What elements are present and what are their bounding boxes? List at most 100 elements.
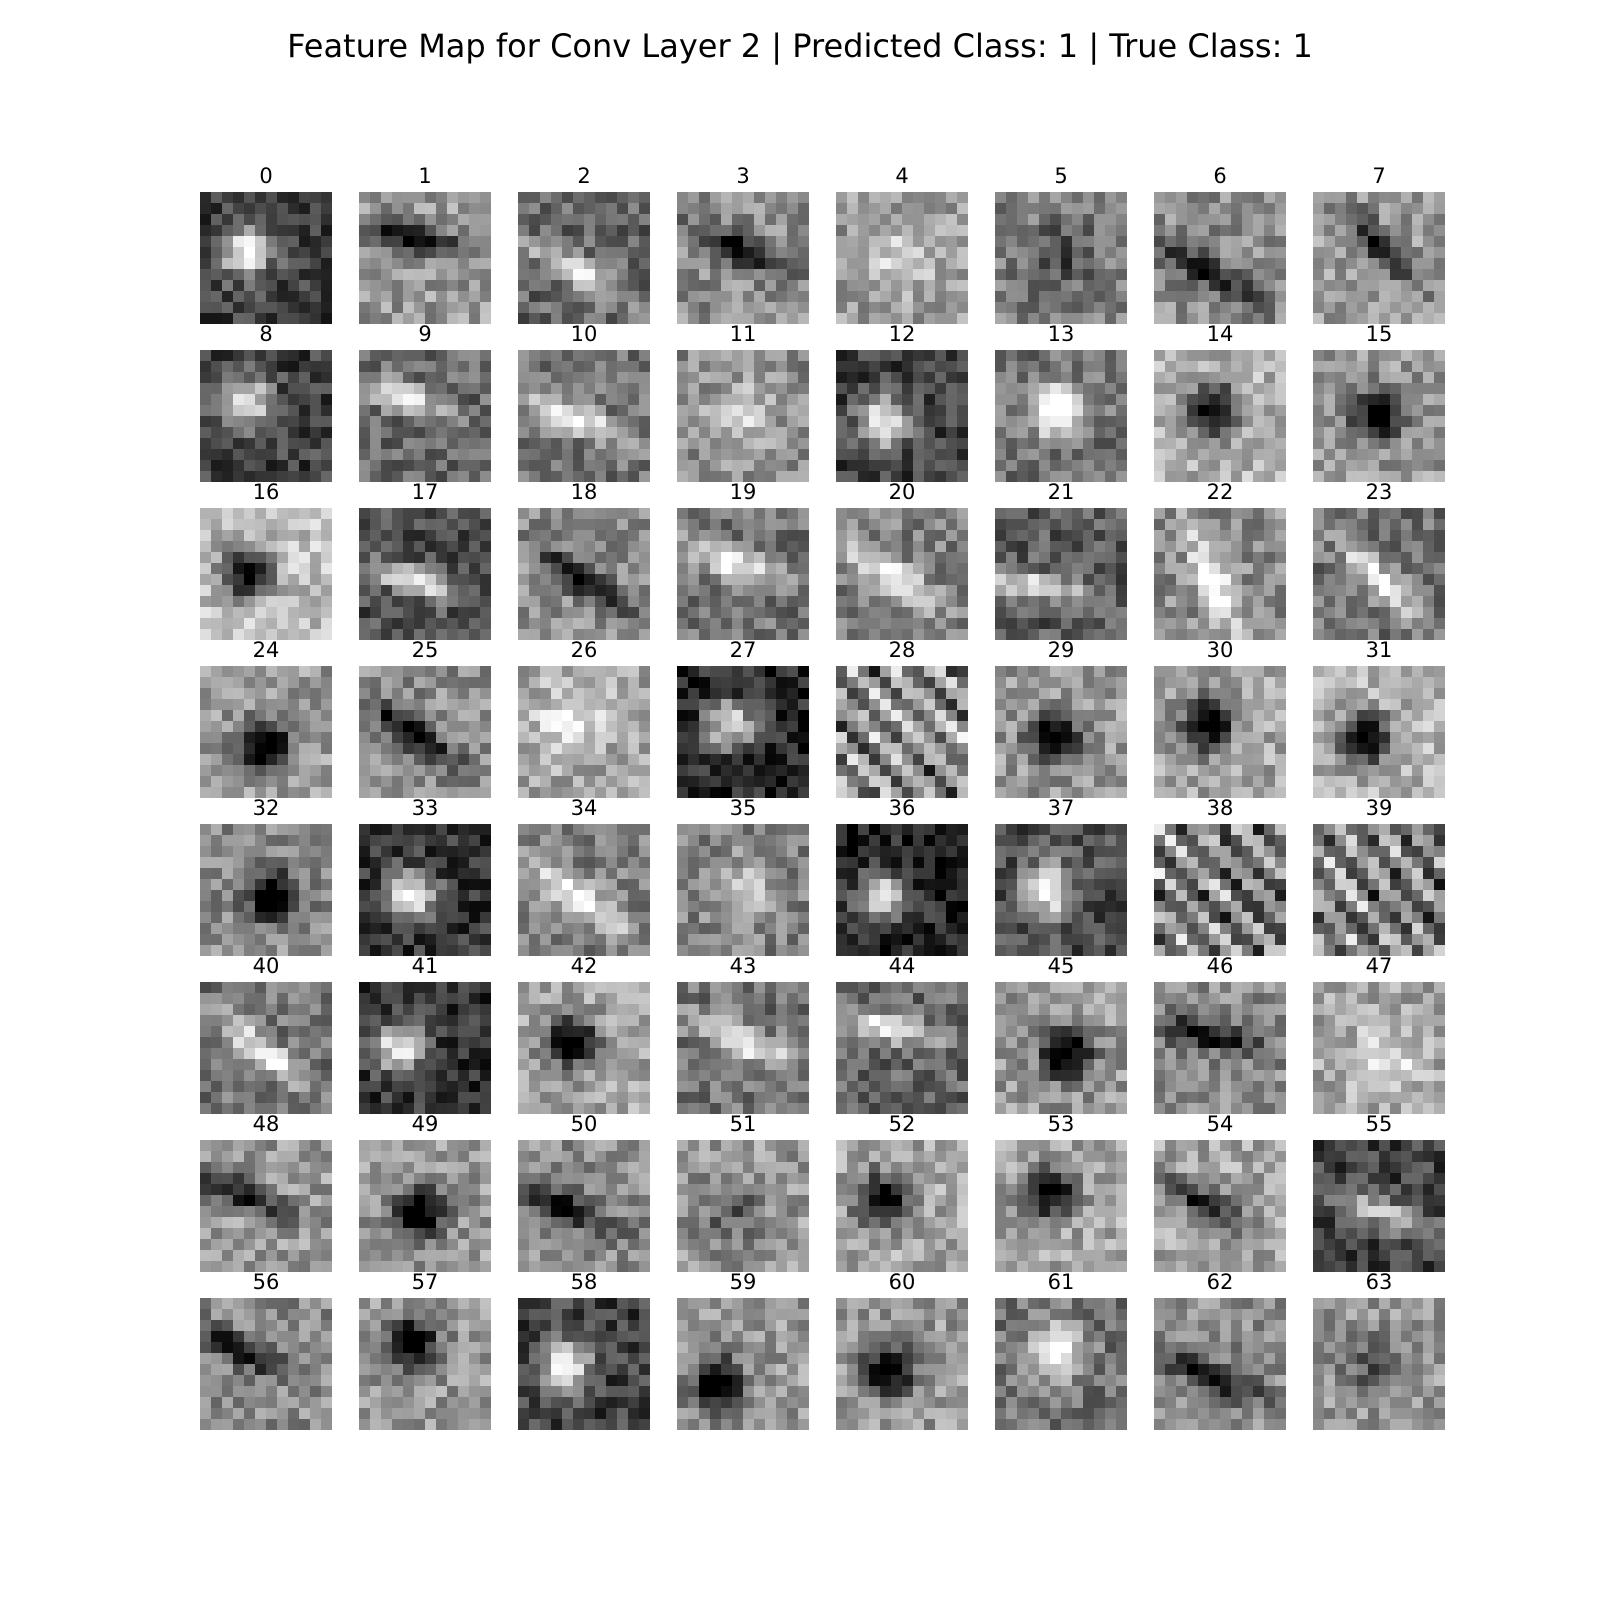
feature-map-image: [518, 824, 650, 956]
feature-map-image: [359, 350, 491, 482]
feature-map-image: [518, 350, 650, 482]
feature-map-title: 15: [1365, 322, 1393, 346]
feature-map-title: 44: [888, 954, 916, 978]
feature-map-title: 46: [1206, 954, 1234, 978]
feature-map-title: 20: [888, 480, 916, 504]
feature-map-image: [1313, 1140, 1445, 1272]
feature-map-title: 30: [1206, 638, 1234, 662]
feature-map-image: [677, 1140, 809, 1272]
feature-map-title: 7: [1372, 164, 1386, 188]
feature-map-title: 33: [411, 796, 439, 820]
feature-map-title: 18: [570, 480, 598, 504]
feature-map-title: 38: [1206, 796, 1234, 820]
feature-map-image: [995, 666, 1127, 798]
feature-map-title: 36: [888, 796, 916, 820]
feature-map-image: [200, 508, 332, 640]
feature-map-title: 60: [888, 1270, 916, 1294]
feature-map-image: [995, 1140, 1127, 1272]
feature-map-title: 26: [570, 638, 598, 662]
feature-map-image: [200, 1298, 332, 1430]
feature-map-title: 51: [729, 1112, 757, 1136]
feature-map-title: 11: [729, 322, 757, 346]
feature-map-title: 54: [1206, 1112, 1234, 1136]
feature-map-title: 6: [1213, 164, 1227, 188]
feature-map-image: [518, 666, 650, 798]
feature-map-image: [995, 982, 1127, 1114]
feature-map-title: 35: [729, 796, 757, 820]
feature-map-title: 53: [1047, 1112, 1075, 1136]
feature-map-title: 63: [1365, 1270, 1393, 1294]
feature-map-title: 24: [252, 638, 280, 662]
feature-map-title: 0: [259, 164, 273, 188]
feature-map-title: 21: [1047, 480, 1075, 504]
feature-map-title: 5: [1054, 164, 1068, 188]
feature-map-image: [677, 508, 809, 640]
feature-map-title: 1: [418, 164, 432, 188]
feature-map-image: [836, 666, 968, 798]
feature-map-title: 8: [259, 322, 273, 346]
feature-map-title: 61: [1047, 1270, 1075, 1294]
feature-map-image: [836, 982, 968, 1114]
feature-map-image: [359, 192, 491, 324]
feature-map-image: [518, 192, 650, 324]
feature-map-image: [995, 824, 1127, 956]
feature-map-title: 39: [1365, 796, 1393, 820]
feature-map-title: 29: [1047, 638, 1075, 662]
figure-title: Feature Map for Conv Layer 2 | Predicted…: [287, 27, 1313, 65]
feature-map-image: [677, 1298, 809, 1430]
feature-map-image: [1313, 824, 1445, 956]
feature-map-title: 45: [1047, 954, 1075, 978]
feature-map-image: [1154, 350, 1286, 482]
feature-map-image: [1154, 1140, 1286, 1272]
feature-map-image: [1313, 192, 1445, 324]
feature-map-image: [518, 982, 650, 1114]
feature-map-title: 55: [1365, 1112, 1393, 1136]
feature-map-image: [995, 192, 1127, 324]
feature-map-image: [200, 824, 332, 956]
feature-map-title: 16: [252, 480, 280, 504]
feature-map-image: [1154, 824, 1286, 956]
feature-map-image: [836, 1140, 968, 1272]
feature-map-title: 4: [895, 164, 909, 188]
feature-map-image: [995, 350, 1127, 482]
feature-map-image: [836, 824, 968, 956]
feature-map-title: 34: [570, 796, 598, 820]
feature-map-image: [677, 350, 809, 482]
feature-map-title: 14: [1206, 322, 1234, 346]
feature-map-title: 41: [411, 954, 439, 978]
feature-map-image: [677, 666, 809, 798]
feature-map-image: [1154, 192, 1286, 324]
feature-map-image: [200, 666, 332, 798]
feature-map-image: [1313, 1298, 1445, 1430]
feature-map-title: 40: [252, 954, 280, 978]
feature-map-image: [677, 192, 809, 324]
feature-map-title: 17: [411, 480, 439, 504]
feature-map-image: [1313, 982, 1445, 1114]
feature-map-image: [359, 1140, 491, 1272]
feature-map-title: 49: [411, 1112, 439, 1136]
feature-map-title: 22: [1206, 480, 1234, 504]
feature-map-title: 25: [411, 638, 439, 662]
feature-map-title: 47: [1365, 954, 1393, 978]
feature-map-title: 12: [888, 322, 916, 346]
feature-map-title: 48: [252, 1112, 280, 1136]
feature-map-image: [518, 508, 650, 640]
feature-map-image: [518, 1140, 650, 1272]
feature-map-title: 32: [252, 796, 280, 820]
feature-map-title: 42: [570, 954, 598, 978]
feature-map-image: [1154, 1298, 1286, 1430]
feature-map-title: 19: [729, 480, 757, 504]
feature-map-image: [1154, 508, 1286, 640]
feature-map-image: [1313, 508, 1445, 640]
feature-map-image: [995, 508, 1127, 640]
feature-map-title: 59: [729, 1270, 757, 1294]
feature-map-title: 43: [729, 954, 757, 978]
feature-map-image: [836, 1298, 968, 1430]
feature-map-title: 58: [570, 1270, 598, 1294]
feature-map-title: 3: [736, 164, 750, 188]
feature-map-image: [836, 350, 968, 482]
feature-map-image: [836, 192, 968, 324]
feature-map-title: 56: [252, 1270, 280, 1294]
feature-map-image: [200, 1140, 332, 1272]
feature-map-title: 57: [411, 1270, 439, 1294]
